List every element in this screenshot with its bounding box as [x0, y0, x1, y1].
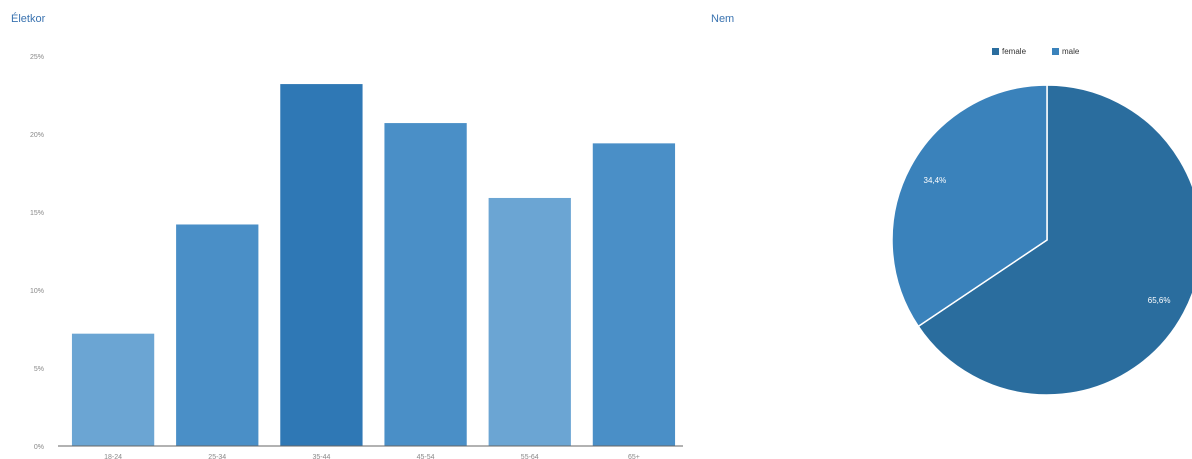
pie-slice-male [891, 84, 1048, 328]
x-tick-label: 65+ [628, 454, 640, 459]
y-tick-label: 5% [34, 366, 44, 373]
bar-65plus [592, 143, 676, 447]
y-tick-label: 15% [30, 210, 44, 217]
gender-pie-chart: female male 65,6% 34,4% [891, 47, 1192, 396]
legend-label-female: female [1002, 47, 1027, 56]
bar-25-34 [176, 224, 259, 446]
y-tick-label: 20% [30, 132, 44, 139]
y-tick-label: 10% [30, 288, 44, 295]
age-bar-chart: 0% 5% 10% 15% 20% 25% 18-24 25-34 35-44 45-54 55-6… [30, 54, 683, 459]
x-tick-label: 35-44 [312, 454, 330, 459]
x-tick-label: 55-64 [521, 454, 539, 459]
pie-label-male: 34,4% [924, 176, 947, 185]
legend-swatch-male [1052, 48, 1059, 55]
y-tick-label: 25% [30, 54, 44, 61]
bar-45-54 [384, 123, 467, 446]
legend-swatch-female [992, 48, 999, 55]
bar-35-44 [280, 84, 363, 446]
x-tick-label: 45-54 [417, 454, 435, 459]
pie-label-female: 65,6% [1148, 296, 1171, 305]
x-tick-label: 18-24 [104, 454, 122, 459]
legend-label-male: male [1062, 47, 1080, 56]
x-tick-label: 25-34 [208, 454, 226, 459]
bar-18-24 [71, 333, 155, 446]
gender-chart-title: Nem [711, 13, 735, 25]
age-chart-title: Életkor [11, 13, 46, 25]
pie-slice-female [917, 84, 1192, 396]
y-tick-label: 0% [34, 444, 44, 451]
bar-55-64 [488, 197, 571, 446]
